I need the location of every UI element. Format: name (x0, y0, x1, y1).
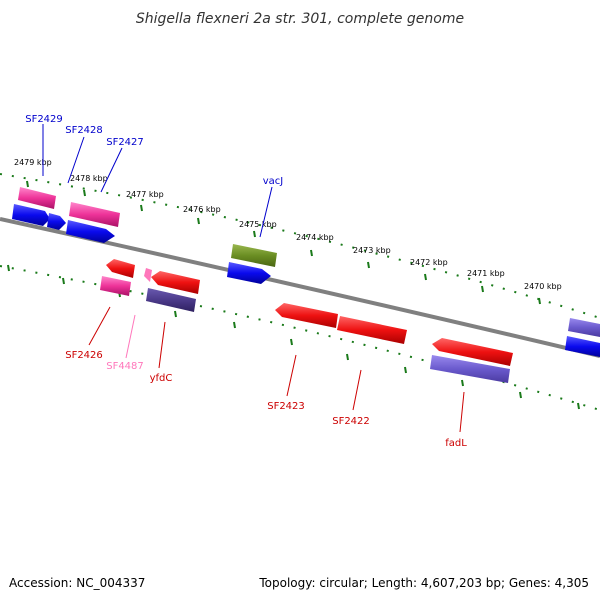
leader-line (100, 147, 123, 193)
lower-features (100, 259, 513, 383)
gene-sf2423[interactable] (275, 303, 338, 328)
gene-label-sf4487[interactable]: SF4487 (106, 361, 144, 372)
cds-forward-edge[interactable] (565, 336, 600, 357)
gene-yfdc[interactable] (146, 288, 196, 312)
leader-line (259, 186, 273, 238)
kbp-label: 2477 kbp (126, 190, 164, 199)
gene-fadl[interactable] (430, 355, 510, 383)
genome-title: Shigella flexneri 2a str. 301, complete … (136, 11, 464, 27)
upper-features (12, 187, 600, 357)
kbp-label: 2478 kbp (70, 174, 108, 183)
accession-text: Accession: NC_004337 (9, 576, 145, 590)
leader-line (125, 314, 136, 359)
upper-ruler-line (0, 173, 600, 319)
leader-line (158, 321, 166, 369)
upper-gene-labels: SF2429 SF2428 SF2427 vacJ (25, 114, 284, 238)
gene-vacj-cds[interactable] (227, 262, 271, 284)
kbp-label: 2473 kbp (353, 246, 391, 255)
gene-sf2428[interactable] (69, 202, 120, 227)
gene-label-sf2427[interactable]: SF2427 (106, 137, 144, 148)
gene-sf2427-cds[interactable] (66, 220, 115, 243)
gene-sf2422[interactable] (337, 316, 407, 344)
lower-ruler-line (0, 265, 600, 411)
leader-line (286, 354, 297, 397)
gene-sf2426-cds[interactable] (106, 259, 135, 278)
kbp-label: 2471 kbp (467, 269, 505, 278)
gene-label-yfdc[interactable]: yfdC (150, 373, 173, 384)
leader-line (459, 391, 465, 433)
kbp-label: 2479 kbp (14, 158, 52, 167)
kbp-label: 2470 kbp (524, 282, 562, 291)
kbp-label: 2475 kbp (239, 220, 277, 229)
gene-yfdc-cds[interactable] (151, 271, 200, 294)
kbp-labels: 2479 kbp 2478 kbp 2477 kbp 2476 kbp 2475… (14, 158, 562, 291)
lower-gene-labels: SF2426 SF4487 yfdC SF2423 SF2422 fadL (65, 306, 467, 449)
leader-line (352, 369, 362, 411)
gene-label-sf2422[interactable]: SF2422 (332, 416, 370, 427)
gene-sf2429[interactable] (18, 187, 56, 209)
leader-line (88, 306, 111, 346)
cds-forward[interactable] (47, 213, 66, 230)
gene-label-sf2428[interactable]: SF2428 (65, 125, 103, 136)
gene-fadl-cds[interactable] (432, 338, 513, 366)
gene-purple-edge[interactable] (568, 318, 600, 337)
topology-text: Topology: circular; Length: 4,607,203 bp… (258, 576, 589, 590)
gene-sf2426[interactable] (100, 276, 131, 296)
kbp-label: 2472 kbp (410, 258, 448, 267)
kbp-label: 2476 kbp (183, 205, 221, 214)
gene-label-sf2423[interactable]: SF2423 (267, 401, 305, 412)
cds-forward[interactable] (12, 204, 50, 226)
gene-label-fadl[interactable]: fadL (445, 438, 467, 449)
upper-ruler-ticks (26, 180, 541, 305)
gene-label-sf2429[interactable]: SF2429 (25, 114, 63, 125)
gene-label-sf2426[interactable]: SF2426 (65, 350, 103, 361)
gene-vacj[interactable] (231, 244, 277, 267)
upper-ruler (0, 173, 600, 319)
gene-label-vacj[interactable]: vacJ (263, 176, 284, 187)
gene-sf4487[interactable] (144, 268, 152, 282)
kbp-label: 2474 kbp (296, 233, 334, 242)
leader-line (67, 136, 85, 184)
